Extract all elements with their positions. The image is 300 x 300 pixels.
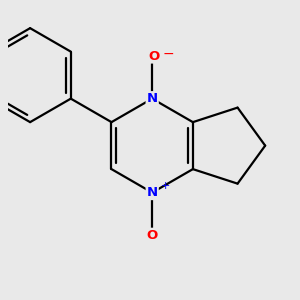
Text: −: − xyxy=(163,47,174,61)
Text: O: O xyxy=(149,50,160,62)
Text: +: + xyxy=(160,181,170,191)
Text: O: O xyxy=(147,229,158,242)
Text: N: N xyxy=(147,92,158,105)
Text: N: N xyxy=(147,186,158,199)
